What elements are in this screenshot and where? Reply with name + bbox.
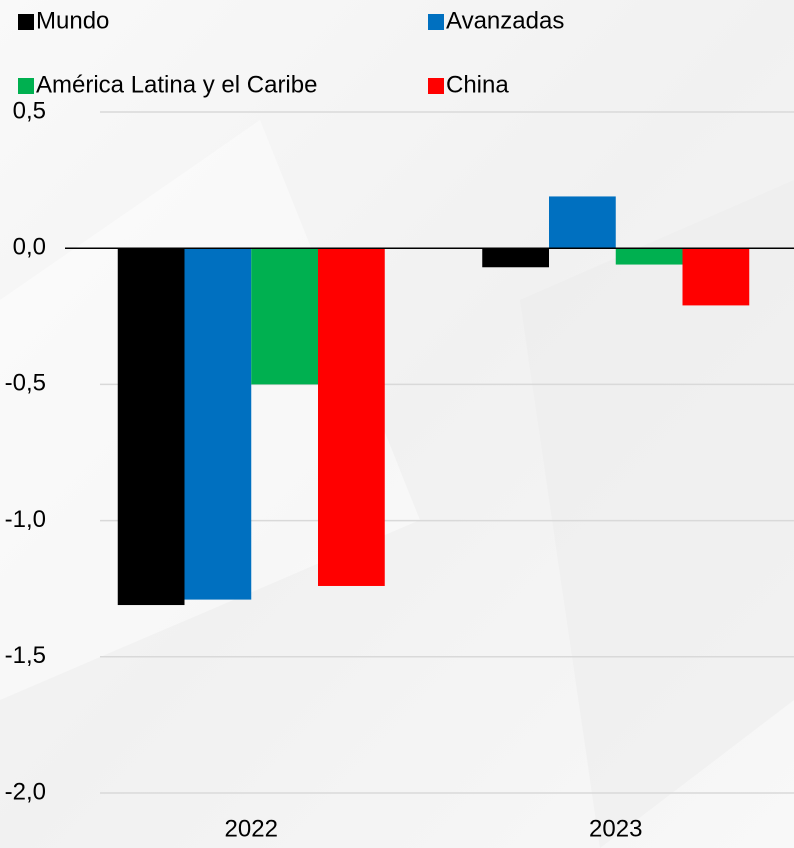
- x-tick-label: 2023: [589, 815, 642, 842]
- y-tick-label: 0,5: [13, 97, 46, 124]
- bar: [184, 248, 252, 600]
- bar: [482, 248, 549, 268]
- background-shape: [520, 180, 794, 848]
- legend-swatch: [428, 14, 444, 30]
- legend-swatch: [18, 14, 34, 30]
- y-tick-label: -1,5: [5, 642, 46, 669]
- legend-label: América Latina y el Caribe: [36, 71, 317, 98]
- legend-label: China: [446, 71, 509, 98]
- bar: [549, 196, 616, 249]
- y-tick-label: -1,0: [5, 506, 46, 533]
- y-tick-label: -2,0: [5, 778, 46, 805]
- bar: [251, 248, 318, 385]
- x-tick-label: 2022: [225, 815, 278, 842]
- legend-swatch: [428, 78, 444, 94]
- y-tick-label: -0,5: [5, 370, 46, 397]
- bar: [682, 248, 750, 306]
- bar: [117, 248, 185, 606]
- legend-label: Mundo: [36, 7, 109, 34]
- bar: [318, 248, 385, 586]
- legend-label: Avanzadas: [446, 7, 564, 34]
- legend-swatch: [18, 78, 34, 94]
- bar: [615, 248, 683, 265]
- y-tick-label: 0,0: [13, 234, 46, 261]
